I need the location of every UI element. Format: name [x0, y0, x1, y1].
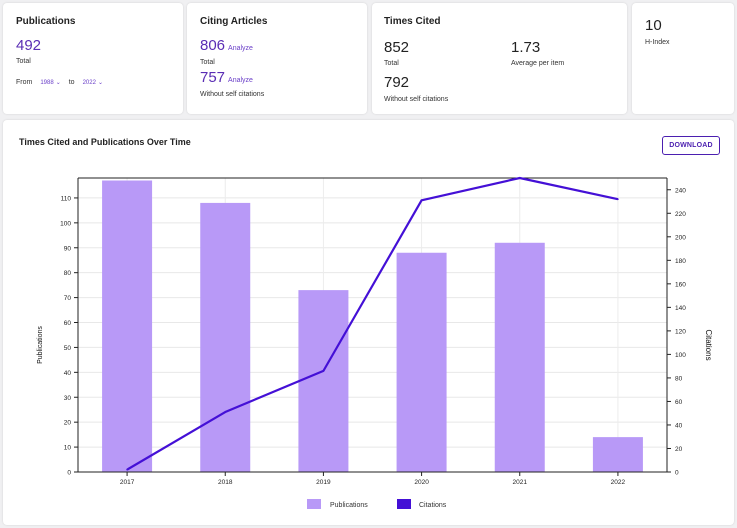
h-index-card: 10 H-Index	[632, 3, 734, 114]
y-tick-label-left: 40	[64, 370, 72, 377]
chart-title: Times Cited and Publications Over Time	[19, 137, 191, 147]
citing-without-self-value[interactable]: 757	[200, 69, 226, 86]
bar-publications-2019	[298, 290, 349, 472]
y-tick-label-left: 10	[64, 445, 72, 452]
times-cited-total-value: 852	[384, 39, 410, 56]
bar-publications-2022	[592, 437, 643, 472]
y-tick-label-left: 0	[67, 470, 71, 477]
citing-total-label: Total	[200, 59, 215, 66]
y-tick-label-left: 50	[64, 345, 72, 352]
y-tick-label-right: 20	[675, 446, 683, 453]
legend-item-publications[interactable]: Publications	[307, 499, 368, 509]
y-tick-label-right: 120	[675, 328, 686, 335]
y-tick-label-right: 160	[675, 281, 686, 288]
to-year-select[interactable]: 2022 ⌄	[82, 79, 103, 87]
y-tick-label-left: 80	[64, 270, 72, 277]
y-tick-label-right: 220	[675, 211, 686, 218]
chart-axes	[77, 177, 668, 473]
to-year-value: 2022	[82, 79, 96, 86]
chevron-down-icon: ⌄	[97, 80, 103, 86]
y-tick-label-left: 70	[64, 295, 72, 302]
publications-total-value[interactable]: 492	[16, 37, 42, 54]
y-tick-label-right: 200	[675, 234, 686, 241]
line-citations	[126, 176, 619, 471]
citing-without-self-row: 757 Analyze	[200, 69, 253, 86]
chevron-down-icon: ⌄	[55, 80, 61, 86]
citations-line	[126, 176, 619, 471]
y-tick-label-right: 180	[675, 258, 686, 265]
citing-articles-card: Citing Articles 806 Analyze Total 757 An…	[187, 3, 367, 114]
download-button[interactable]: DOWNLOAD	[662, 136, 720, 155]
y-tick-label-left: 90	[64, 245, 72, 252]
x-tick-label: 2019	[316, 479, 331, 486]
point-citations-2019	[322, 370, 325, 372]
y-tick-label-right: 80	[675, 375, 683, 382]
legend-swatch-citations	[397, 499, 411, 509]
chart-legend: Publications Citations	[307, 499, 447, 509]
times-cited-total-label: Total	[384, 60, 399, 67]
chart-grid	[78, 178, 667, 473]
legend-item-citations[interactable]: Citations	[397, 499, 447, 509]
to-label: to	[68, 79, 75, 86]
citing-total-value[interactable]: 806	[200, 37, 226, 54]
publications-bars	[102, 180, 643, 473]
year-range: From 1988 ⌄ to 2022 ⌄	[16, 79, 103, 86]
average-per-item-value: 1.73	[511, 39, 541, 56]
bar-publications-2018	[200, 202, 251, 472]
point-citations-2018	[224, 411, 227, 413]
times-cited-title: Times Cited	[384, 16, 441, 27]
y-axis-right-label: Citations	[704, 329, 713, 360]
citing-without-self-label: Without self citations	[200, 91, 265, 98]
analyze-link[interactable]: Analyze	[228, 45, 253, 52]
chart-ticks: 0 10 20 30 40 50 60 70 80 90 100 110 0 20 40 60 80 100 120…	[60, 187, 686, 486]
citing-total-row: 806 Analyze	[200, 37, 253, 54]
legend-label-citations: Citations	[419, 502, 447, 509]
point-citations-2021	[518, 177, 521, 179]
publications-title: Publications	[16, 16, 76, 27]
analyze-link[interactable]: Analyze	[228, 77, 253, 84]
x-tick-label: 2020	[414, 479, 429, 486]
y-tick-label-right: 0	[675, 470, 679, 477]
point-citations-2022	[617, 198, 619, 200]
citing-articles-title: Citing Articles	[200, 16, 268, 27]
y-tick-label-left: 110	[61, 195, 72, 202]
average-per-item-label: Average per item	[511, 60, 565, 67]
y-tick-label-right: 40	[675, 422, 683, 429]
publications-total-label: Total	[16, 58, 31, 65]
legend-label-publications: Publications	[330, 502, 368, 509]
from-year-select[interactable]: 1988 ⌄	[40, 79, 61, 87]
times-cited-without-self-label: Without self citations	[384, 96, 449, 103]
from-label: From	[16, 79, 33, 86]
h-index-value: 10	[645, 17, 662, 34]
from-year-value: 1988	[40, 79, 54, 86]
legend-swatch-publications	[307, 499, 321, 509]
times-cited-card: Times Cited 852 Total 1.73 Average per i…	[372, 3, 627, 114]
h-index-label: H-Index	[645, 39, 670, 46]
x-tick-label: 2021	[513, 479, 528, 486]
y-tick-label-right: 100	[675, 352, 686, 359]
x-tick-label: 2017	[120, 479, 135, 486]
x-tick-label: 2018	[218, 479, 233, 486]
y-axis-left-label: Publications	[37, 326, 44, 364]
publications-card: Publications 492 Total From 1988 ⌄ to 20…	[3, 3, 183, 114]
x-tick-label: 2022	[611, 479, 626, 486]
y-tick-label-left: 60	[64, 320, 72, 327]
bar-publications-2021	[494, 242, 545, 472]
y-tick-label-right: 240	[675, 187, 686, 194]
point-citations-2020	[420, 199, 423, 202]
point-citations-2017	[126, 468, 128, 471]
y-tick-label-left: 30	[64, 395, 72, 402]
y-tick-label-right: 140	[675, 305, 686, 312]
bar-publications-2017	[102, 180, 153, 473]
y-tick-label-left: 100	[60, 220, 71, 227]
times-cited-without-self-value: 792	[384, 74, 410, 91]
y-tick-label-left: 20	[64, 420, 72, 427]
bar-publications-2020	[396, 252, 447, 472]
y-tick-label-right: 60	[675, 399, 683, 406]
